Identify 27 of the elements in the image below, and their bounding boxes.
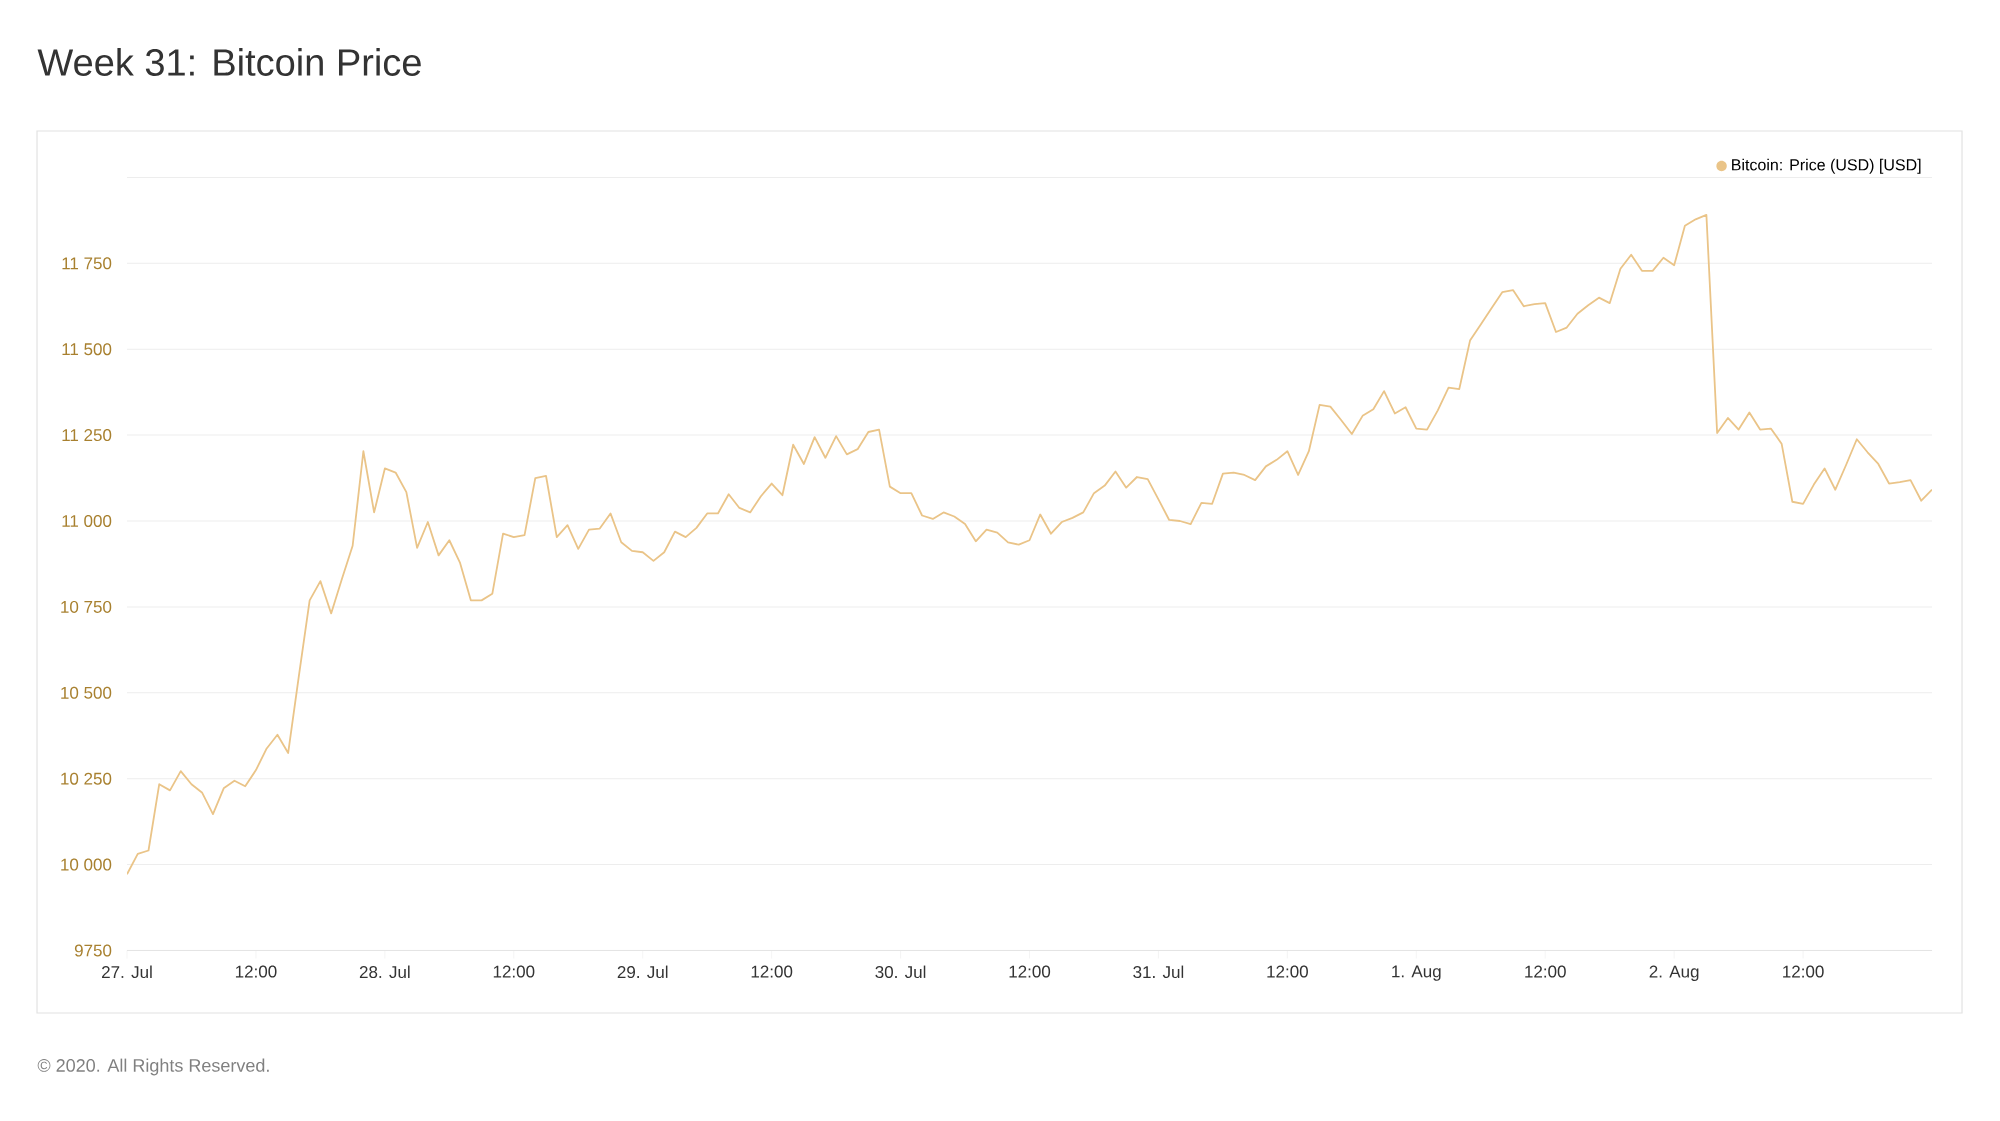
x-tick-label: 12:00 (235, 965, 277, 978)
y-tick-label: 11 500 (62, 343, 112, 356)
text: © 2020. All Rights Reserved. (37, 1058, 269, 1076)
chart-title: Week 31: Bitcoin Price (37, 48, 421, 76)
x-tick-label: 12:00 (1009, 965, 1051, 978)
y-tick-label: 10 750 (61, 600, 112, 613)
x-tick-label: 27. Jul (102, 965, 152, 979)
y-tick-label: 10 500 (61, 686, 112, 699)
legend-label: Bitcoin: Price (USD) [USD] (1732, 158, 1921, 174)
x-tick-label: 28. Jul (359, 965, 410, 979)
x-tick-label: 29. Jul (617, 965, 668, 979)
line-series (127, 213, 1933, 876)
x-tick-label: 12:00 (493, 965, 535, 978)
y-tick-label: 11 000 (62, 514, 112, 528)
x-tick-label: 12:00 (1783, 965, 1824, 978)
x-tick-label: 2. Aug (1649, 965, 1699, 981)
x-tick-label: 1. Aug (1392, 965, 1441, 981)
x-tick-label: 12:00 (751, 965, 793, 978)
y-tick-label: 11 750 (62, 257, 112, 270)
y-tick-label: 10 000 (61, 858, 112, 871)
y-tick-label: 10 250 (61, 772, 112, 785)
x-tick-label: 31. Jul (1133, 965, 1184, 979)
x-tick-label: 12:00 (1525, 965, 1566, 978)
y-tick-label: 9750 (74, 944, 112, 957)
y-tick-label: 11 250 (62, 429, 112, 442)
x-tick-label: 12:00 (1267, 965, 1308, 978)
x-tick-label: 30. Jul (875, 965, 926, 979)
